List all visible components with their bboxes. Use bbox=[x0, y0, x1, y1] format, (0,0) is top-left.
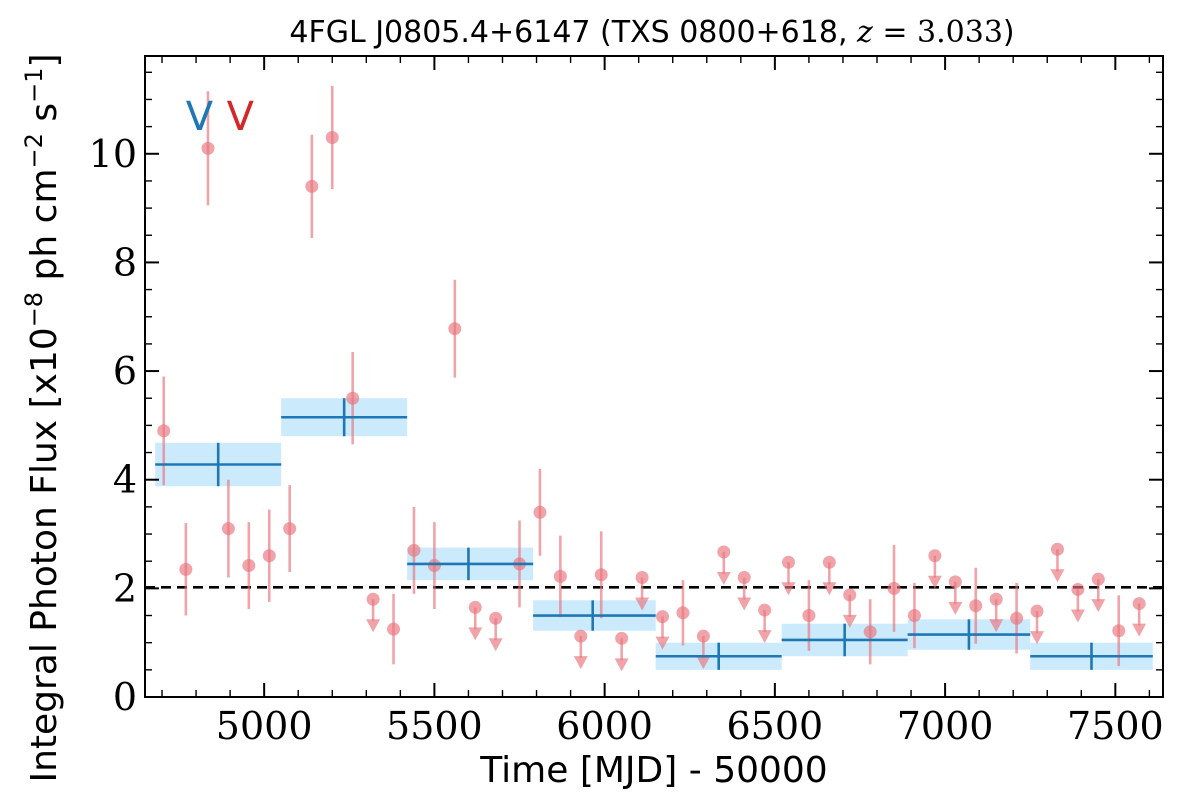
upper-limit-point bbox=[468, 600, 482, 614]
v-marker-label: V bbox=[186, 94, 214, 140]
detection-point bbox=[201, 141, 215, 155]
upper-limit-arrow bbox=[989, 619, 1004, 633]
detection-point bbox=[863, 625, 877, 639]
detection-point bbox=[448, 322, 462, 336]
detection-point bbox=[533, 505, 547, 519]
y-axis-title: Integral Photon Flux [x10−8 ph cm−2 s−1] bbox=[20, 53, 65, 782]
plot-frame bbox=[144, 55, 1164, 698]
upper-limit-arrow bbox=[948, 601, 963, 615]
upper-limit-point bbox=[948, 575, 962, 589]
detection-point bbox=[887, 581, 901, 595]
upper-limit-arrow bbox=[781, 582, 796, 596]
upper-limit-arrow bbox=[1091, 599, 1106, 613]
upper-limit-arrow bbox=[1070, 609, 1085, 623]
data-point-layer bbox=[157, 85, 1147, 672]
x-tick-label: 6500 bbox=[727, 704, 824, 748]
upper-limit-arrow bbox=[822, 582, 837, 596]
upper-limit-point bbox=[696, 629, 710, 643]
y-tick-label: 0 bbox=[113, 675, 137, 719]
detection-point bbox=[1010, 611, 1024, 625]
upper-limit-arrow bbox=[488, 638, 503, 652]
upper-limit-point bbox=[1050, 542, 1064, 556]
detection-point bbox=[1112, 624, 1126, 638]
bin-line-layer bbox=[155, 398, 1153, 670]
upper-limit-point bbox=[1091, 572, 1105, 586]
detection-point bbox=[242, 559, 256, 573]
x-tick-label: 7500 bbox=[1067, 704, 1164, 748]
detection-point bbox=[305, 179, 319, 193]
upper-limit-point bbox=[843, 588, 857, 602]
upper-limit-point bbox=[928, 549, 942, 563]
x-tick-label: 7000 bbox=[897, 704, 994, 748]
y-tick-label: 10 bbox=[89, 132, 137, 176]
y-tick-label: 4 bbox=[113, 458, 137, 502]
upper-limit-arrow bbox=[1132, 623, 1147, 637]
detection-point bbox=[325, 130, 339, 144]
detection-point bbox=[553, 569, 567, 583]
detection-point bbox=[407, 543, 421, 557]
upper-limit-point bbox=[656, 610, 670, 624]
detection-point bbox=[427, 559, 441, 573]
upper-limit-arrow bbox=[366, 619, 381, 633]
detection-point bbox=[179, 562, 193, 576]
detection-point bbox=[676, 606, 690, 620]
upper-limit-arrow bbox=[927, 575, 942, 589]
detection-point bbox=[262, 549, 276, 563]
upper-limit-point bbox=[615, 631, 629, 645]
chart-title: 4FGL J0805.4+6147 (TXS 0800+618, z = 3.0… bbox=[289, 15, 1014, 50]
upper-limit-point bbox=[822, 555, 836, 569]
detection-point bbox=[387, 622, 401, 636]
upper-limit-arrow bbox=[757, 630, 772, 644]
upper-limit-point bbox=[758, 603, 772, 617]
text-layer: 4FGL J0805.4+6147 (TXS 0800+618, z = 3.0… bbox=[20, 15, 1164, 791]
upper-limit-arrow bbox=[468, 627, 483, 641]
detection-point bbox=[221, 522, 235, 536]
y-tick-label: 8 bbox=[113, 240, 137, 284]
upper-limit-arrow bbox=[655, 636, 670, 650]
detection-point bbox=[594, 568, 608, 582]
upper-limit-point bbox=[574, 629, 588, 643]
upper-limit-point bbox=[781, 555, 795, 569]
upper-limit-point bbox=[635, 570, 649, 584]
detection-point bbox=[346, 391, 360, 405]
upper-limit-point bbox=[1071, 582, 1085, 596]
detection-point bbox=[283, 522, 297, 536]
upper-limit-arrow bbox=[1050, 569, 1065, 583]
upper-limit-point bbox=[366, 592, 380, 606]
detection-point bbox=[157, 424, 171, 438]
upper-limit-point bbox=[737, 570, 751, 584]
bin-band-layer bbox=[155, 398, 1153, 670]
upper-limit-point bbox=[717, 545, 731, 559]
upper-limit-point bbox=[1030, 604, 1044, 618]
axes-layer bbox=[144, 55, 1164, 698]
upper-limit-point bbox=[489, 611, 503, 625]
detection-point bbox=[907, 609, 921, 623]
x-tick-label: 5000 bbox=[216, 704, 313, 748]
y-tick-label: 6 bbox=[113, 349, 137, 393]
detection-point bbox=[969, 599, 983, 613]
upper-limit-arrow bbox=[1030, 631, 1045, 645]
upper-limit-arrow bbox=[696, 656, 711, 670]
upper-limit-arrow bbox=[842, 614, 857, 628]
x-tick-label: 6000 bbox=[556, 704, 653, 748]
v-marker-label: V bbox=[227, 94, 255, 140]
upper-limit-arrow bbox=[635, 597, 650, 611]
x-axis-title: Time [MJD] - 50000 bbox=[479, 750, 827, 791]
y-tick-label: 2 bbox=[113, 566, 137, 610]
upper-limit-arrow bbox=[716, 571, 731, 585]
upper-limit-arrow bbox=[737, 597, 752, 611]
detection-point bbox=[802, 609, 816, 623]
upper-limit-point bbox=[989, 592, 1003, 606]
upper-limit-arrow bbox=[614, 658, 629, 672]
upper-limit-point bbox=[1132, 597, 1146, 611]
x-tick-label: 5500 bbox=[386, 704, 483, 748]
upper-limit-arrow bbox=[573, 656, 588, 670]
